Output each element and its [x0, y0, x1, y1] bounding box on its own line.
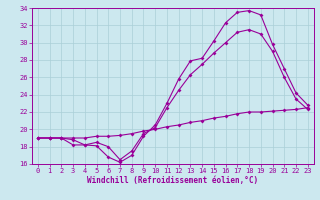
X-axis label: Windchill (Refroidissement éolien,°C): Windchill (Refroidissement éolien,°C) — [87, 176, 258, 185]
